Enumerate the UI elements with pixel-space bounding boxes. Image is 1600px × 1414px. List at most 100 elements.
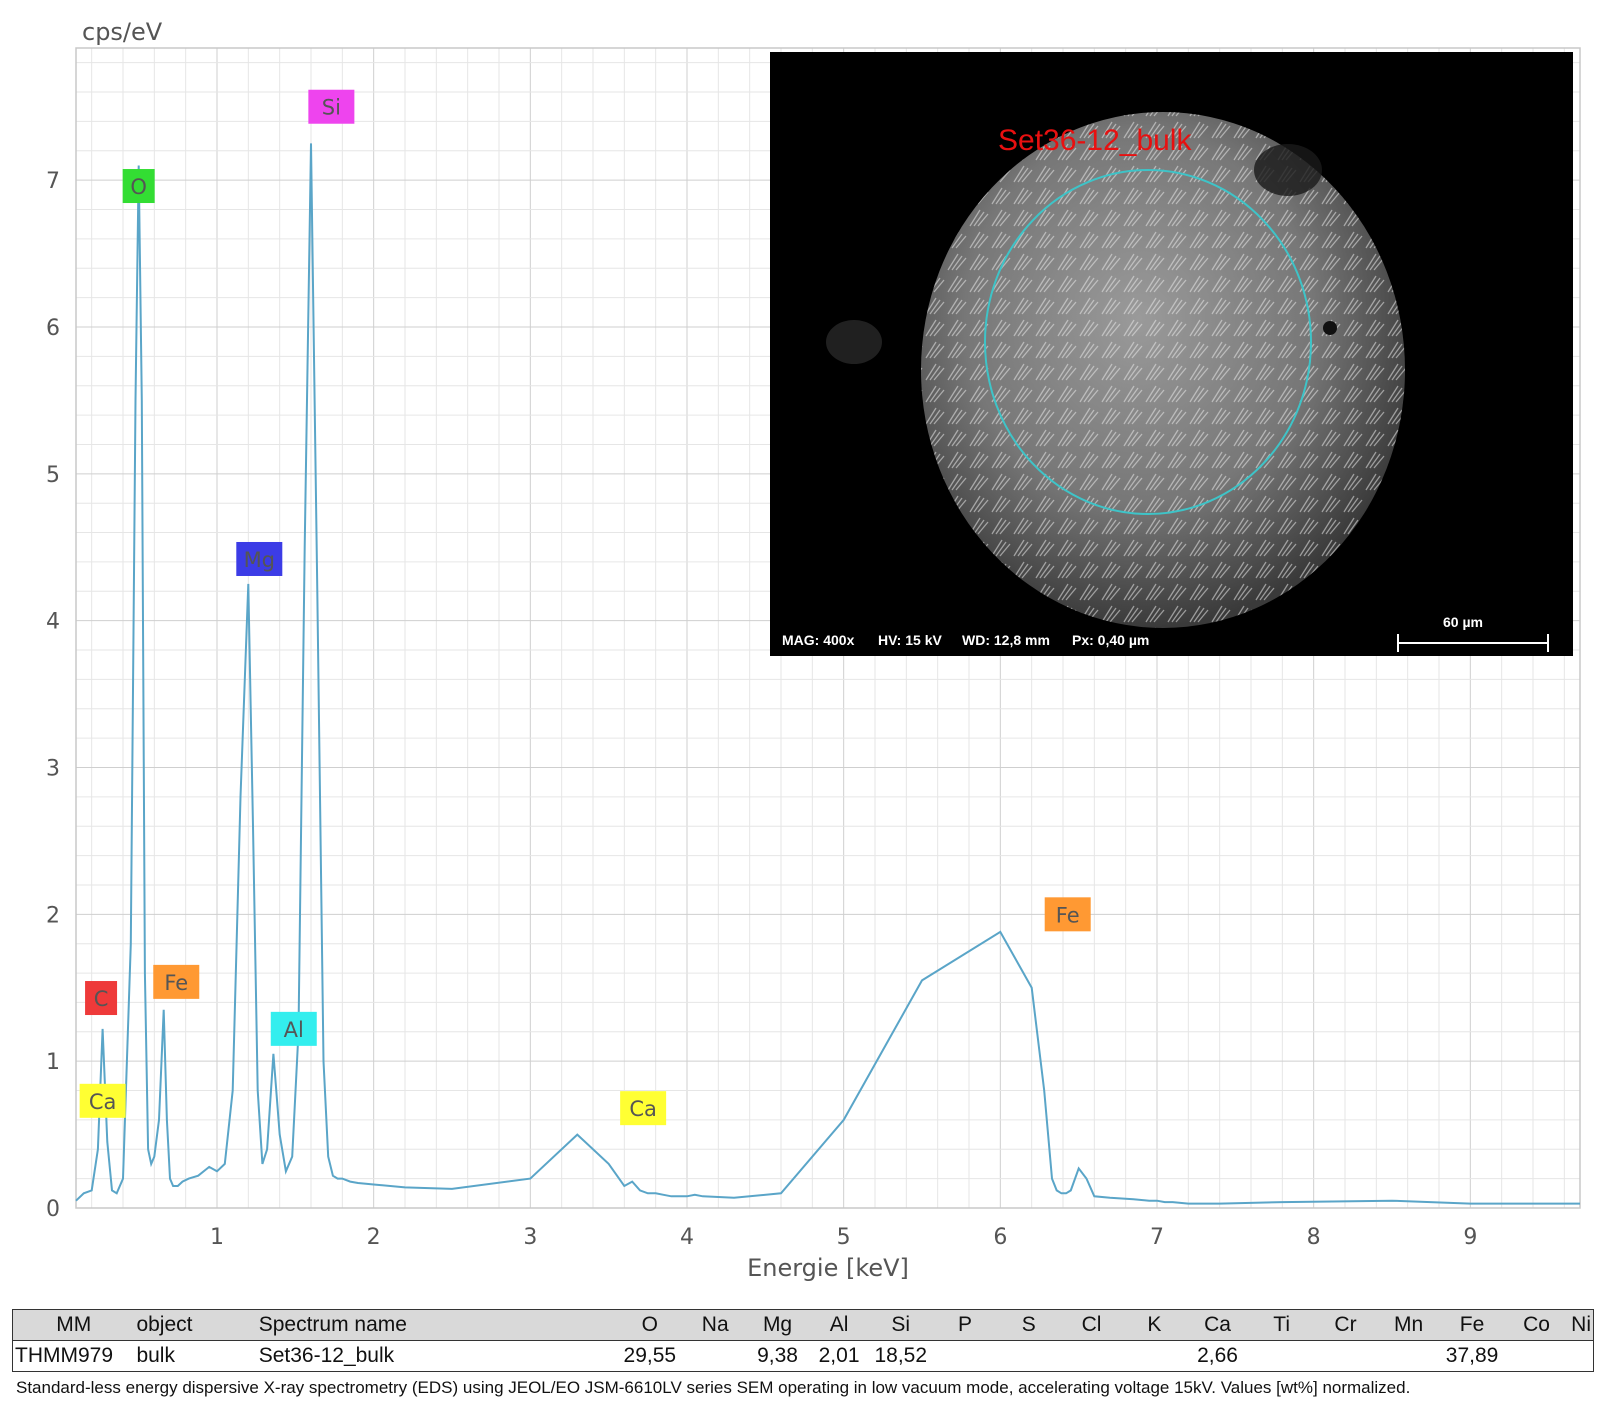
y-tick-label: 3 [46,756,60,781]
axis-ticks: 1 2 3 4 5 6 7 8 9 0 1 2 3 4 5 6 7 [46,169,1477,1250]
header-o: O [615,1309,685,1341]
peak-labels: C Ca O Fe Mg Al Si Ca Fe [79,89,1091,1126]
x-tick-label: 9 [1463,1225,1477,1250]
header-cl: Cl [1060,1309,1124,1341]
cell-na [684,1340,746,1372]
peak-label: Ca [79,1083,126,1118]
x-axis-title: Energie [keV] [747,1254,909,1282]
peak-label: Fe [153,964,200,999]
peak-label-text: Ca [629,1097,657,1121]
cell-o: 29,55 [615,1340,685,1372]
x-tick-label: 5 [837,1225,851,1250]
header-mn: Mn [1377,1309,1441,1341]
x-tick-label: 4 [680,1225,694,1250]
cell-s [997,1340,1061,1372]
sem-working-distance: WD: 12,8 mm [962,632,1050,648]
table-header-row: MM object Spectrum name O Na Mg Al Si P … [12,1309,1595,1341]
x-tick-label: 7 [1150,1225,1164,1250]
peak-label-text: C [94,987,109,1011]
peak-label: Fe [1044,897,1091,932]
x-tick-label: 6 [993,1225,1007,1250]
peak-label-box [153,964,200,999]
peak-label-text: O [130,175,147,199]
header-ni: Ni [1569,1309,1595,1341]
cell-al: 2,01 [809,1340,869,1372]
scale-bar-label: 60 µm [1443,614,1483,630]
cell-cr [1314,1340,1377,1372]
header-ti: Ti [1249,1309,1315,1341]
peak-label-text: Si [322,96,341,120]
peak-label-text: Fe [1056,903,1080,927]
peak-label-box [1044,897,1091,932]
peak-label-box [122,169,155,204]
peak-label: Mg [236,541,283,576]
header-na: Na [684,1309,746,1341]
peak-label-box [85,981,118,1016]
peak-label-box [270,1011,317,1046]
peak-label: Si [308,89,355,124]
x-tick-label: 3 [523,1225,537,1250]
spectrum-line [75,143,1580,1205]
sem-info-bar: MAG: 400x HV: 15 kV WD: 12,8 mm Px: 0,40… [770,612,1573,656]
peak-label-text: Fe [164,971,188,995]
sem-voltage: HV: 15 kV [878,632,942,648]
y-tick-label: 0 [46,1197,60,1222]
peak-label-text: Mg [244,548,275,572]
sem-region-label: Set36-12_bulk [998,124,1192,157]
cell-cl [1060,1340,1124,1372]
header-cr: Cr [1314,1309,1377,1341]
cell-ni [1569,1340,1595,1372]
peak-label: Ca [620,1091,667,1126]
plot-frame [75,47,1581,1209]
header-ca: Ca [1185,1309,1250,1341]
peak-label-box [308,89,355,124]
sem-pixel-size: Px: 0,40 µm [1072,632,1150,648]
cell-mn [1377,1340,1441,1372]
cell-co [1503,1340,1570,1372]
composition-table: MM object Spectrum name O Na Mg Al Si P … [12,1309,1595,1372]
header-mm: MM [12,1309,135,1341]
cell-ca: 2,66 [1185,1340,1250,1372]
cell-ti [1249,1340,1315,1372]
sem-micrograph [826,112,1405,628]
header-k: K [1123,1309,1186,1341]
sem-image-inset: Set36-12_bulk MAG: 400x HV: 15 kV WD: 12… [770,52,1573,656]
sem-magnification: MAG: 400x [782,632,855,648]
peak-label-box [236,541,283,576]
cell-spectrum-name: Set36-12_bulk [256,1340,616,1372]
y-tick-label: 5 [46,463,60,488]
cell-si: 18,52 [868,1340,933,1372]
figure-caption: Standard-less energy dispersive X-ray sp… [16,1378,1411,1397]
cell-mg: 9,38 [745,1340,810,1372]
header-fe: Fe [1440,1309,1504,1341]
header-si: Si [868,1309,933,1341]
y-axis-title: cps/eV [82,18,163,46]
peak-label-box [620,1091,667,1126]
x-tick-label: 2 [367,1225,381,1250]
y-tick-label: 7 [46,169,60,194]
header-s: S [997,1309,1061,1341]
peak-label: C [85,981,118,1016]
cell-p [932,1340,998,1372]
x-tick-label: 1 [210,1225,224,1250]
header-spectrum-name: Spectrum name [256,1309,616,1341]
cell-mm: THMM979 [12,1340,135,1372]
peak-label-text: Al [284,1018,304,1042]
header-object: object [134,1309,257,1341]
peak-label-text: Ca [89,1090,117,1114]
y-tick-label: 4 [46,610,60,635]
header-co: Co [1503,1309,1570,1341]
header-p: P [932,1309,998,1341]
header-al: Al [809,1309,869,1341]
cell-fe: 37,89 [1440,1340,1504,1372]
peak-label-box [79,1083,126,1118]
y-tick-label: 6 [46,316,60,341]
x-tick-label: 8 [1307,1225,1321,1250]
y-tick-label: 2 [46,903,60,928]
header-mg: Mg [745,1309,810,1341]
cell-k [1123,1340,1186,1372]
table-row: THMM979 bulk Set36-12_bulk 29,55 9,38 2,… [12,1340,1595,1372]
y-tick-label: 1 [46,1050,60,1075]
peak-label: Al [270,1011,317,1046]
cell-object: bulk [134,1340,257,1372]
